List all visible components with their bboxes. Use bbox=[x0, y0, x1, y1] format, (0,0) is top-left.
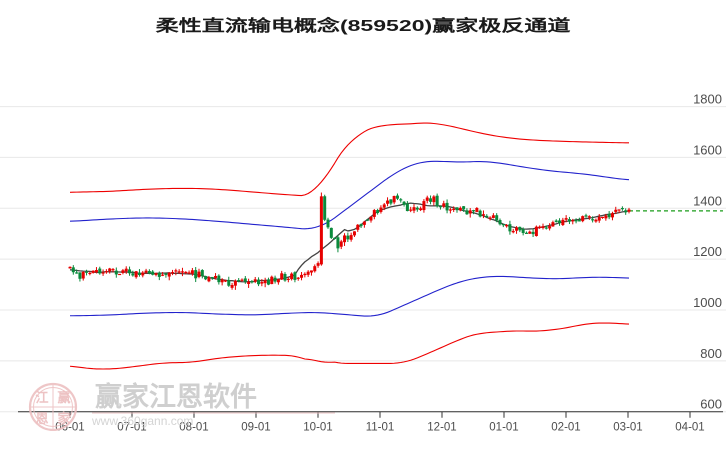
svg-text:家: 家 bbox=[57, 411, 71, 426]
svg-text:赢家江恩软件: 赢家江恩软件 bbox=[95, 381, 257, 412]
svg-text:800: 800 bbox=[700, 346, 722, 361]
svg-text:1800: 1800 bbox=[693, 92, 722, 107]
svg-text:www.360gann.com: www.360gann.com bbox=[91, 414, 193, 428]
svg-text:江: 江 bbox=[35, 390, 48, 405]
svg-text:1200: 1200 bbox=[693, 244, 722, 259]
svg-text:1600: 1600 bbox=[693, 142, 722, 157]
svg-text:1000: 1000 bbox=[693, 295, 722, 310]
svg-text:1400: 1400 bbox=[693, 193, 722, 208]
svg-text:恩: 恩 bbox=[35, 411, 48, 426]
svg-text:赢: 赢 bbox=[57, 390, 70, 405]
